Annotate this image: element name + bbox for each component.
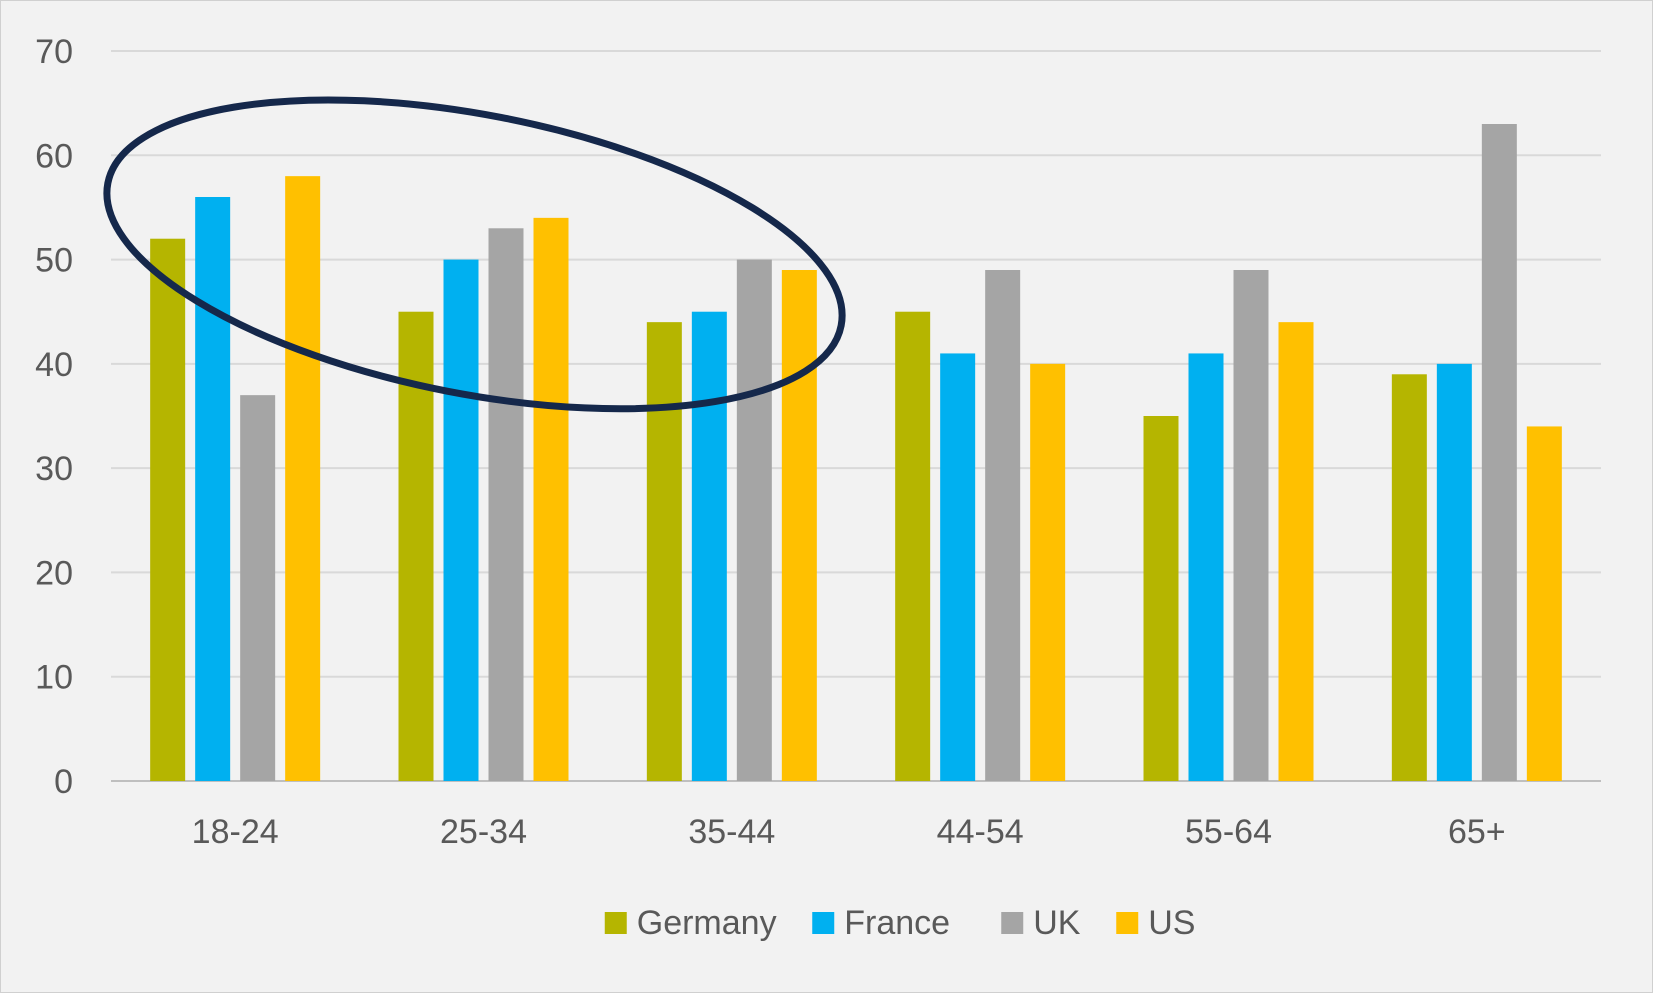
y-tick-label: 60 — [35, 137, 73, 175]
x-tick-label: 35-44 — [688, 813, 775, 851]
x-tick-label: 65+ — [1448, 813, 1506, 851]
bar-france-35-44 — [691, 311, 727, 781]
bar-france-65 — [1436, 363, 1472, 781]
bars — [150, 124, 1562, 782]
bar-germany-55-64 — [1143, 416, 1179, 781]
bar-germany-18-24 — [150, 238, 186, 781]
legend-label-france: France — [844, 904, 950, 942]
x-tick-label: 18-24 — [192, 813, 279, 851]
y-tick-label: 40 — [35, 346, 73, 384]
bar-uk-25-34 — [488, 228, 524, 782]
x-axis-ticks: 18-24 25-34 35-44 44-54 55-64 65+ — [192, 813, 1506, 851]
bar-uk-44-54 — [985, 270, 1021, 781]
legend-label-us: US — [1148, 904, 1195, 942]
y-tick-label: 30 — [35, 450, 73, 488]
bar-france-44-54 — [940, 353, 976, 781]
gridlines — [111, 50, 1601, 782]
legend: Germany France UK US — [604, 904, 1195, 942]
bar-uk-35-44 — [736, 259, 772, 782]
legend-swatch-uk — [1001, 912, 1024, 934]
bar-uk-65 — [1481, 124, 1517, 781]
y-tick-label: 70 — [35, 33, 73, 71]
legend-swatch-germany — [604, 912, 627, 934]
y-tick-label: 0 — [54, 763, 73, 801]
bar-us-55-64 — [1278, 322, 1314, 781]
x-tick-label: 55-64 — [1185, 813, 1272, 851]
bar-us-35-44 — [781, 270, 817, 781]
bar-uk-18-24 — [240, 395, 276, 781]
y-tick-label: 10 — [35, 659, 73, 697]
y-tick-label: 50 — [35, 242, 73, 280]
bar-us-44-54 — [1030, 363, 1066, 781]
legend-label-uk: UK — [1033, 904, 1081, 942]
bar-germany-44-54 — [895, 311, 931, 781]
bar-france-25-34 — [443, 259, 479, 782]
bar-germany-35-44 — [646, 322, 682, 781]
annotation — [103, 96, 846, 413]
y-axis-ticks: 0 10 20 30 40 50 60 70 — [35, 33, 73, 801]
highlight-ellipse — [103, 96, 846, 413]
bar-germany-65 — [1391, 374, 1427, 781]
x-tick-label: 44-54 — [937, 813, 1024, 851]
bar-france-55-64 — [1188, 353, 1224, 781]
bar-france-18-24 — [195, 197, 231, 781]
bar-uk-55-64 — [1233, 270, 1269, 781]
bar-us-18-24 — [285, 176, 321, 782]
legend-label-germany: Germany — [637, 904, 777, 942]
bar-us-65 — [1526, 426, 1562, 781]
x-tick-label: 25-34 — [440, 813, 527, 851]
bar-us-25-34 — [533, 217, 569, 781]
legend-swatch-france — [812, 912, 835, 934]
legend-swatch-us — [1116, 912, 1139, 934]
y-tick-label: 20 — [35, 554, 73, 592]
